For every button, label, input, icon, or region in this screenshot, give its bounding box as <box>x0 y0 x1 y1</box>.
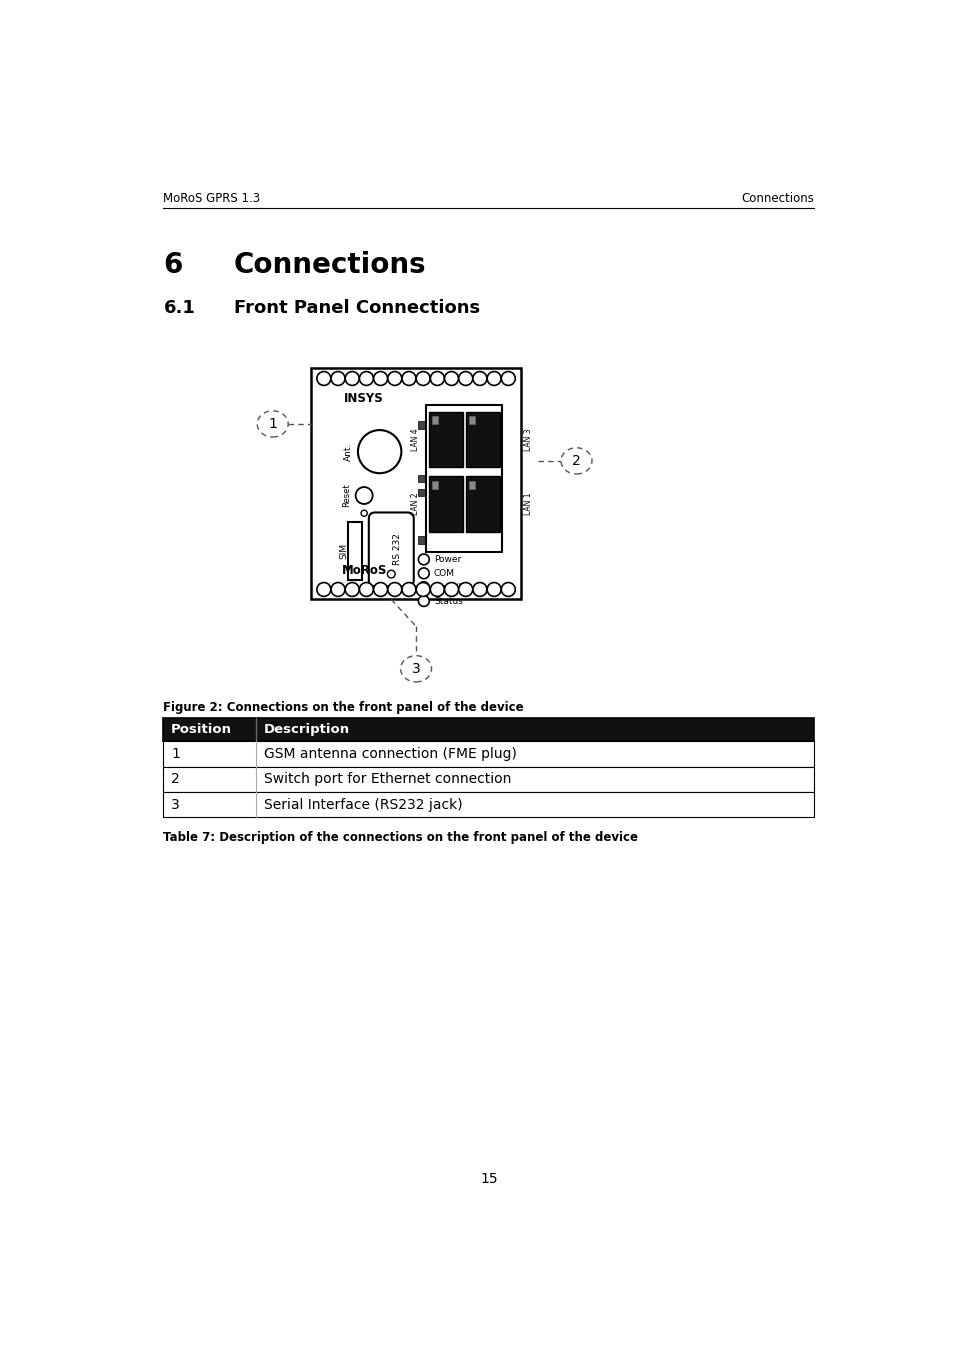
Text: Table 7: Description of the connections on the front panel of the device: Table 7: Description of the connections … <box>163 831 638 844</box>
Bar <box>163 719 814 742</box>
Circle shape <box>401 582 416 596</box>
Text: 6.1: 6.1 <box>163 299 195 317</box>
Bar <box>418 489 424 496</box>
Circle shape <box>458 582 473 596</box>
Circle shape <box>360 511 367 516</box>
Circle shape <box>374 582 387 596</box>
Text: LAN 3: LAN 3 <box>523 428 533 451</box>
Ellipse shape <box>400 655 431 682</box>
Text: LAN 1: LAN 1 <box>523 493 533 515</box>
FancyBboxPatch shape <box>369 512 414 586</box>
Bar <box>431 481 437 489</box>
Circle shape <box>345 582 359 596</box>
Circle shape <box>345 372 359 385</box>
Text: MoRoS: MoRoS <box>341 563 386 577</box>
Text: 1: 1 <box>268 417 277 431</box>
Circle shape <box>430 372 444 385</box>
Circle shape <box>316 372 331 385</box>
Bar <box>163 742 814 766</box>
Bar <box>163 792 814 817</box>
Circle shape <box>418 596 429 607</box>
Circle shape <box>388 372 401 385</box>
Circle shape <box>331 582 345 596</box>
Circle shape <box>416 582 430 596</box>
Bar <box>426 405 501 551</box>
Text: GSM antenna connection (FME plug): GSM antenna connection (FME plug) <box>264 747 517 761</box>
Text: SIM: SIM <box>339 543 348 559</box>
Circle shape <box>444 372 458 385</box>
Text: Serial Interface (RS232 jack): Serial Interface (RS232 jack) <box>264 797 462 812</box>
Bar <box>466 477 499 532</box>
Circle shape <box>355 488 373 504</box>
Text: Ant.: Ant. <box>344 442 353 461</box>
Bar <box>431 416 437 424</box>
Circle shape <box>473 582 486 596</box>
Circle shape <box>418 582 429 593</box>
Bar <box>163 766 814 792</box>
Circle shape <box>331 372 345 385</box>
Circle shape <box>374 372 387 385</box>
Text: Power: Power <box>434 555 460 563</box>
Bar <box>429 412 462 467</box>
Text: 2: 2 <box>572 454 580 467</box>
Circle shape <box>359 582 373 596</box>
Bar <box>348 523 361 580</box>
Circle shape <box>416 372 430 385</box>
Text: LAN 2: LAN 2 <box>411 493 419 515</box>
Circle shape <box>418 554 429 565</box>
Circle shape <box>418 567 429 578</box>
Bar <box>466 412 499 467</box>
Text: Description: Description <box>264 723 350 736</box>
Circle shape <box>388 582 401 596</box>
Text: 3: 3 <box>412 662 420 676</box>
Text: Front Panel Connections: Front Panel Connections <box>233 299 479 317</box>
Circle shape <box>357 430 401 473</box>
Text: Status: Status <box>434 597 462 605</box>
Text: 6: 6 <box>163 251 183 278</box>
Text: 3: 3 <box>171 797 180 812</box>
Text: 2: 2 <box>171 773 180 786</box>
Text: Reset: Reset <box>342 484 352 508</box>
Text: 1: 1 <box>171 747 180 761</box>
Text: Connections: Connections <box>233 251 426 278</box>
Circle shape <box>500 582 515 596</box>
Circle shape <box>316 582 331 596</box>
Text: INSYS: INSYS <box>344 392 384 404</box>
Circle shape <box>359 372 373 385</box>
Circle shape <box>500 372 515 385</box>
Ellipse shape <box>257 411 288 436</box>
Text: MoRoS GPRS 1.3: MoRoS GPRS 1.3 <box>163 192 260 205</box>
Text: COM: COM <box>434 569 455 578</box>
Circle shape <box>487 372 500 385</box>
Circle shape <box>401 372 416 385</box>
Text: RS 232: RS 232 <box>393 534 401 565</box>
Circle shape <box>430 582 444 596</box>
Bar <box>429 477 462 532</box>
Bar <box>311 369 520 600</box>
Bar <box>468 481 475 489</box>
Circle shape <box>473 372 486 385</box>
Text: Figure 2: Connections on the front panel of the device: Figure 2: Connections on the front panel… <box>163 701 523 715</box>
Bar <box>418 474 424 482</box>
Circle shape <box>458 372 473 385</box>
Bar <box>468 416 475 424</box>
Text: 15: 15 <box>479 1171 497 1186</box>
Bar <box>418 422 424 428</box>
Circle shape <box>387 570 395 578</box>
Text: Position: Position <box>171 723 232 736</box>
Text: Switch port for Ethernet connection: Switch port for Ethernet connection <box>264 773 511 786</box>
Circle shape <box>444 582 458 596</box>
Bar <box>418 536 424 544</box>
Circle shape <box>487 582 500 596</box>
Ellipse shape <box>560 447 592 474</box>
Text: Connections: Connections <box>740 192 814 205</box>
Text: LAN 4: LAN 4 <box>411 428 419 451</box>
Text: Data/Sig: Data/Sig <box>434 582 472 592</box>
